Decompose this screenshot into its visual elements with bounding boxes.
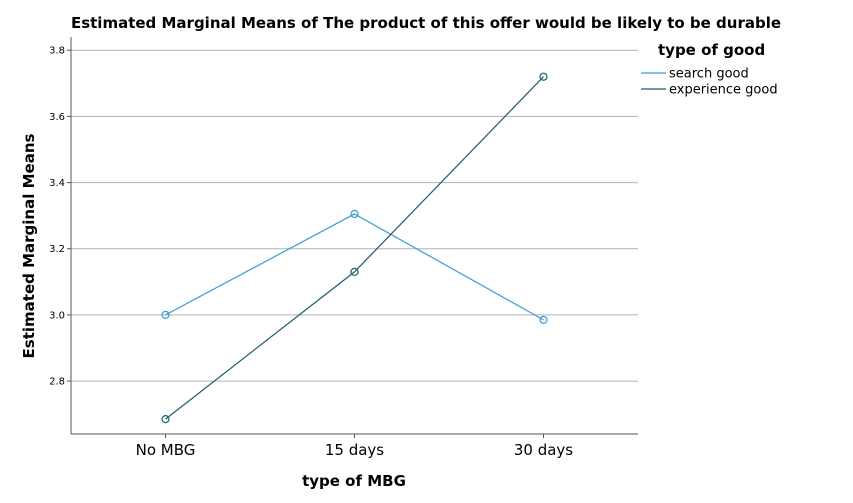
x-tick-labels: No MBG 15 days 30 days [136,434,573,459]
y-tick-label: 3.0 [49,310,65,321]
data-point [350,209,359,219]
x-axis-title: type of MBG [302,472,406,490]
y-tick-label: 3.4 [49,178,65,189]
series-line [165,76,544,420]
y-tick-label: 3.8 [49,46,65,57]
data-point [161,310,170,319]
x-tick-label: No MBG [136,441,196,459]
axes [70,37,638,435]
data-point [539,315,548,324]
y-tick-labels: 2.8 3.0 3.2 3.4 3.6 3.8 [49,46,65,388]
x-tick-label: 15 days [325,441,384,459]
data-point [161,415,170,424]
data-point [539,72,548,81]
series-line [165,213,544,321]
legend-label: search good [669,67,749,82]
y-axis-title: Estimated Marginal Means [20,134,38,359]
series-lines [161,72,548,424]
y-tick-label: 3.2 [49,244,65,255]
chart-title: Estimated Marginal Means of The product … [71,14,781,32]
y-tick-label: 3.6 [49,112,65,123]
x-tick-label: 30 days [514,441,573,459]
data-point [350,267,359,276]
legend-label: experience good [669,83,778,98]
y-tick-label: 2.8 [49,377,65,388]
legend-title: type of good [658,41,765,59]
